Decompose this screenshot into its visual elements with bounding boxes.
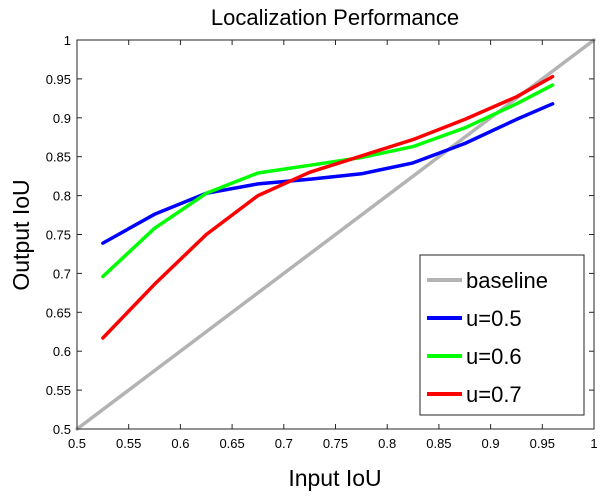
legend-label: u=0.7 (466, 382, 522, 407)
ticks-layer: 0.5 0.55 0.6 0.65 0.7 0.75 0.8 0.85 0.9 0.95 1 0.5 0… (46, 33, 598, 451)
y-tick-label: 0.65 (46, 305, 71, 320)
y-tick-label: 0.8 (53, 189, 71, 204)
x-tick-label: 0.5 (68, 436, 86, 451)
x-tick-label: 0.65 (219, 436, 244, 451)
x-tick-label: 1 (590, 436, 597, 451)
series-line-baseline (75, 38, 596, 431)
series-line-u07 (101, 74, 555, 340)
legend-label: u=0.5 (466, 306, 522, 331)
y-tick-label: 0.85 (46, 150, 71, 165)
series-line-u06 (101, 83, 555, 279)
y-tick-label: 0.55 (46, 383, 71, 398)
x-tick-label: 0.55 (116, 436, 141, 451)
y-tick-label: 0.75 (46, 228, 71, 243)
y-tick-label: 0.9 (53, 111, 71, 126)
x-tick-label: 0.8 (378, 436, 396, 451)
series-layer (75, 38, 596, 431)
y-tick-label: 0.7 (53, 266, 71, 281)
x-tick-label: 0.85 (426, 436, 451, 451)
legend-label: u=0.6 (466, 344, 522, 369)
chart-title: Localization Performance (211, 5, 459, 30)
x-axis-label: Input IoU (288, 465, 381, 491)
legend: baseline u=0.5 u=0.6 u=0.7 (419, 254, 585, 416)
y-tick-label: 0.6 (53, 344, 71, 359)
x-tick-label: 0.9 (482, 436, 500, 451)
x-tick-label: 0.75 (323, 436, 348, 451)
y-axis-label: Output IoU (8, 179, 34, 290)
x-tick-label: 0.6 (171, 436, 189, 451)
x-tick-label: 0.95 (530, 436, 555, 451)
series-line-u05 (101, 102, 555, 245)
y-tick-label: 1 (64, 33, 71, 48)
legend-label: baseline (466, 268, 548, 293)
y-tick-label: 0.95 (46, 72, 71, 87)
y-tick-label: 0.5 (53, 422, 71, 437)
x-tick-label: 0.7 (275, 436, 293, 451)
